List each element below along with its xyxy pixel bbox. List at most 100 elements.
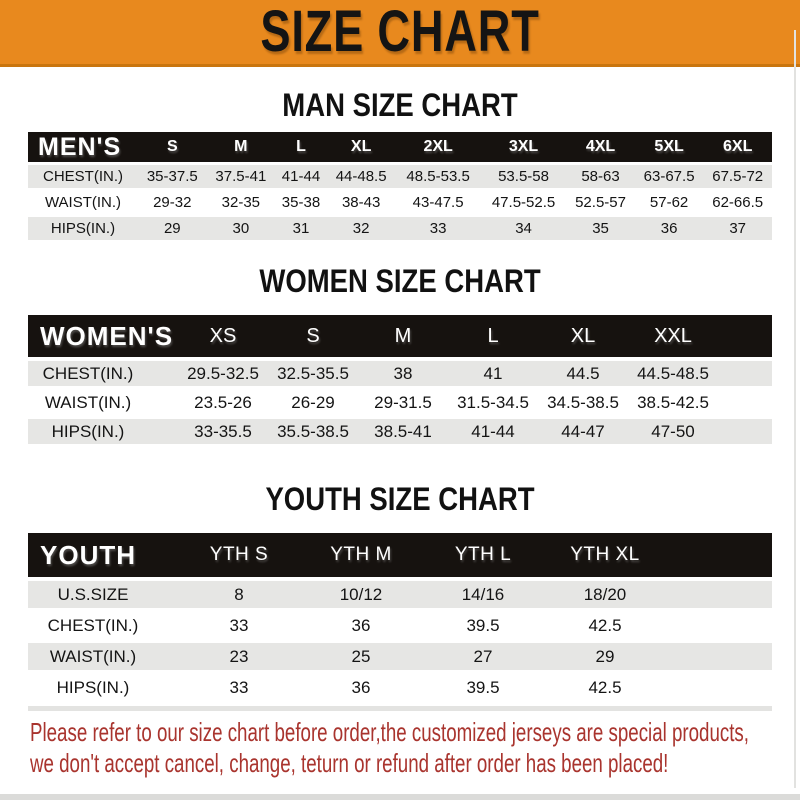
value-cell: 48.5-53.5 <box>395 165 481 188</box>
row-label-cell: WAIST(IN.) <box>28 643 178 670</box>
value-cell: 41 <box>448 361 538 386</box>
value-cell: 39.5 <box>466 677 500 697</box>
value-cell: 27 <box>422 643 544 670</box>
value-cell: 26-29 <box>291 392 335 412</box>
size-column-header: YTH L <box>422 533 544 577</box>
notice-line-1: Please refer to our size chart before or… <box>30 717 749 747</box>
men-section-title: MAN SIZE CHART <box>282 87 518 123</box>
value-cell: 39.5 <box>466 615 500 635</box>
value-cell: 29 <box>138 217 207 240</box>
size-column-header: YTH M <box>300 533 422 577</box>
row-label-cell: HIPS(IN.) <box>28 217 138 240</box>
size-column-header: 6XL <box>703 132 772 162</box>
value-cell: 67.5-72 <box>703 165 772 188</box>
value-cell: 36 <box>351 615 371 635</box>
value-cell: 42.5 <box>588 615 622 635</box>
spacer-cell <box>666 581 772 608</box>
value-cell: 47.5-52.5 <box>491 194 556 211</box>
size-column-header: XS <box>178 315 268 357</box>
spacer-cell <box>666 612 772 639</box>
value-cell: 29 <box>544 643 666 670</box>
size-column-header: S <box>138 132 207 162</box>
footer-notice: Please refer to our size chart before or… <box>30 717 800 779</box>
value-cell: 10/12 <box>300 581 422 608</box>
table-end-divider <box>28 706 772 711</box>
youth-size-section: YOUTH SIZE CHART YOUTH YTH S YTH M YTH L YTH… <box>0 481 800 705</box>
bottom-strip <box>0 794 800 800</box>
value-cell: 25 <box>300 643 422 670</box>
size-column-header: 3XL <box>480 132 567 162</box>
value-cell: 29-32 <box>153 194 192 211</box>
women-corner-label: WOMEN'S <box>28 315 178 357</box>
value-cell: 44-47 <box>538 419 628 444</box>
spacer-cell <box>718 390 772 415</box>
notice-line-2: we don't accept cancel, change, teturn o… <box>30 748 669 778</box>
size-column-header: 2XL <box>395 132 481 162</box>
value-cell: 47-50 <box>628 419 718 444</box>
men-table-row: CHEST(IN.) 35-37.5 37.5-41 41-44 44-48.5 48.5… <box>28 165 772 188</box>
value-cell: 63-67.5 <box>634 165 704 188</box>
value-cell: 35-37.5 <box>138 165 207 188</box>
youth-size-table: YOUTH YTH S YTH M YTH L YTH XL U.S.SIZE 8 10/12… <box>28 529 772 705</box>
row-label-cell: WAIST(IN.) <box>44 194 122 211</box>
women-size-section: WOMEN SIZE CHART WOMEN'S XS S M L XL XXL CHEST(… <box>0 263 800 448</box>
value-cell: 44-48.5 <box>326 165 396 188</box>
men-corner-label: MEN'S <box>28 132 138 162</box>
youth-header-row: YOUTH YTH S YTH M YTH L YTH XL <box>28 533 772 577</box>
value-cell: 38.5-42.5 <box>637 392 709 412</box>
value-cell: 35.5-38.5 <box>268 419 358 444</box>
size-column-header: L <box>448 315 538 357</box>
value-cell: 38-43 <box>341 194 381 211</box>
spacer-cell <box>718 315 772 357</box>
women-section-title: WOMEN SIZE CHART <box>259 263 541 299</box>
women-table-row: HIPS(IN.) 33-35.5 35.5-38.5 38.5-41 41-44 44-… <box>28 419 772 444</box>
value-cell: 33 <box>229 615 249 635</box>
value-cell: 14/16 <box>422 581 544 608</box>
youth-table-row: HIPS(IN.) 33 36 39.5 42.5 <box>28 674 772 701</box>
spacer-cell <box>666 643 772 670</box>
value-cell: 32 <box>326 217 396 240</box>
size-column-header: 4XL <box>566 132 635 162</box>
value-cell: 44.5-48.5 <box>628 361 718 386</box>
size-column-header: XL <box>538 315 628 357</box>
value-cell: 41-44 <box>448 419 538 444</box>
women-table-row: WAIST(IN.) 23.5-26 26-29 29-31.5 31.5-34.5 34… <box>28 390 772 415</box>
value-cell: 23 <box>178 643 300 670</box>
value-cell: 33 <box>229 677 249 697</box>
value-cell: 42.5 <box>588 677 622 697</box>
row-label-cell: U.S.SIZE <box>28 581 178 608</box>
men-size-section: MAN SIZE CHART MEN'S S M L XL 2XL 3XL 4XL 5XL 6XL… <box>0 87 800 243</box>
youth-section-title: YOUTH SIZE CHART <box>265 481 535 517</box>
spacer-cell <box>666 674 772 701</box>
size-column-header: 5XL <box>634 132 704 162</box>
youth-table-row: WAIST(IN.) 23 25 27 29 <box>28 643 772 670</box>
value-cell: 52.5-57 <box>575 194 626 211</box>
youth-corner-label: YOUTH <box>28 533 178 577</box>
size-column-header: YTH XL <box>544 533 666 577</box>
value-cell: 30 <box>206 217 276 240</box>
men-table-row: HIPS(IN.) 29 30 31 32 33 34 35 36 37 <box>28 217 772 240</box>
value-cell: 34.5-38.5 <box>547 392 619 412</box>
value-cell: 37 <box>703 217 772 240</box>
youth-table-row: U.S.SIZE 8 10/12 14/16 18/20 <box>28 581 772 608</box>
row-label-cell: HIPS(IN.) <box>28 419 178 444</box>
row-label-cell: CHEST(IN.) <box>28 361 178 386</box>
row-label-cell: CHEST(IN.) <box>47 615 139 635</box>
value-cell: 18/20 <box>544 581 666 608</box>
value-cell: 35-38 <box>281 194 321 211</box>
value-cell: 32.5-35.5 <box>268 361 358 386</box>
value-cell: 58-63 <box>566 165 635 188</box>
women-header-row: WOMEN'S XS S M L XL XXL <box>28 315 772 357</box>
value-cell: 62-66.5 <box>712 194 764 211</box>
value-cell: 31 <box>275 217 327 240</box>
size-column-header: YTH S <box>178 533 300 577</box>
value-cell: 53.5-58 <box>480 165 567 188</box>
banner: SIZE CHART <box>0 0 800 67</box>
spacer-cell <box>718 419 772 444</box>
value-cell: 37.5-41 <box>206 165 276 188</box>
value-cell: 38 <box>358 361 448 386</box>
row-label-cell: WAIST(IN.) <box>44 392 132 412</box>
value-cell: 43-47.5 <box>412 194 464 211</box>
men-size-table: MEN'S S M L XL 2XL 3XL 4XL 5XL 6XL CHEST(IN.) 35-37… <box>28 129 772 243</box>
